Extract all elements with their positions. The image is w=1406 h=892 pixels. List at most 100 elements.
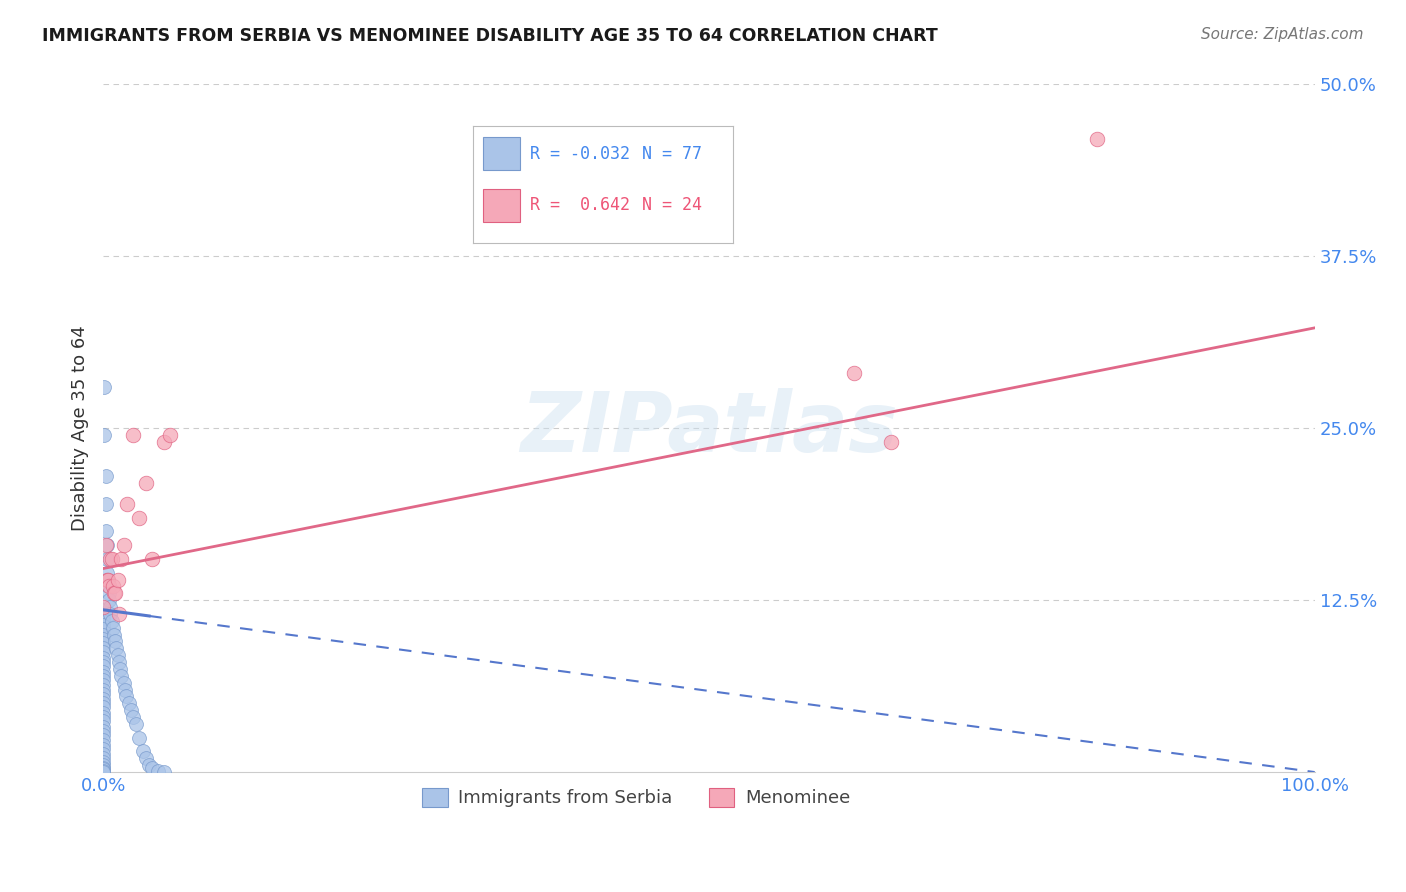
Point [91, 659, 114, 673]
Point [100, 614, 122, 628]
Point [91, 747, 114, 762]
Point [91, 678, 114, 692]
Point [94, 524, 117, 539]
Point [97, 579, 120, 593]
Point [96, 538, 118, 552]
Point [91, 714, 114, 729]
Point [91, 751, 114, 765]
Point [100, 600, 122, 615]
Point [91, 720, 114, 734]
Point [152, 765, 174, 780]
Point [132, 744, 155, 758]
Point [91, 710, 114, 724]
Point [110, 552, 132, 566]
Point [110, 669, 132, 683]
Point [91, 618, 114, 632]
Point [91, 696, 114, 710]
Point [107, 648, 129, 663]
Point [91, 758, 114, 772]
Point [138, 758, 160, 772]
Point [125, 717, 148, 731]
Point [91, 600, 114, 615]
Point [91, 651, 114, 665]
Point [91, 700, 114, 714]
Point [98, 593, 121, 607]
Point [108, 607, 131, 621]
Point [91, 762, 114, 776]
Point [112, 538, 135, 552]
Point [107, 573, 129, 587]
Point [108, 655, 131, 669]
Point [91, 607, 114, 621]
Point [96, 573, 118, 587]
Point [96, 566, 118, 580]
Point [91, 741, 114, 756]
Point [91, 765, 114, 780]
Point [93, 380, 115, 394]
Point [115, 690, 138, 704]
Point [91, 692, 114, 706]
Point [98, 586, 121, 600]
Point [104, 634, 127, 648]
Point [91, 738, 114, 752]
Point [91, 756, 114, 770]
Point [91, 603, 114, 617]
Point [100, 552, 122, 566]
Point [91, 622, 114, 636]
Point [93, 428, 115, 442]
Text: ZIPatlas: ZIPatlas [520, 388, 898, 469]
Point [159, 428, 181, 442]
Point [91, 682, 114, 697]
Point [108, 662, 131, 676]
Point [135, 476, 157, 491]
Point [97, 573, 120, 587]
Point [112, 675, 135, 690]
Point [1085, 132, 1108, 146]
Point [146, 764, 169, 778]
Point [117, 497, 139, 511]
Point [91, 632, 114, 646]
Point [152, 435, 174, 450]
Point [101, 621, 124, 635]
Point [141, 552, 163, 566]
Point [91, 645, 114, 659]
Point [91, 706, 114, 720]
Point [91, 673, 114, 687]
Point [122, 428, 145, 442]
Point [122, 710, 145, 724]
Point [91, 723, 114, 738]
Point [135, 751, 157, 765]
Point [100, 552, 122, 566]
Point [141, 761, 163, 775]
Point [91, 764, 114, 778]
Point [879, 435, 901, 450]
Legend: Immigrants from Serbia, Menominee: Immigrants from Serbia, Menominee [415, 780, 858, 814]
Point [114, 682, 136, 697]
Text: IMMIGRANTS FROM SERBIA VS MENOMINEE DISABILITY AGE 35 TO 64 CORRELATION CHART: IMMIGRANTS FROM SERBIA VS MENOMINEE DISA… [42, 27, 938, 45]
Point [91, 655, 114, 669]
Point [844, 366, 866, 380]
Point [91, 641, 114, 656]
Point [91, 636, 114, 650]
Point [128, 510, 150, 524]
Point [91, 687, 114, 701]
Y-axis label: Disability Age 35 to 64: Disability Age 35 to 64 [72, 326, 89, 531]
Point [97, 573, 120, 587]
Point [91, 627, 114, 641]
Point [104, 586, 127, 600]
Point [117, 696, 139, 710]
Point [91, 728, 114, 742]
Point [91, 669, 114, 683]
Point [120, 703, 142, 717]
Point [98, 579, 121, 593]
Point [128, 731, 150, 745]
Point [94, 497, 117, 511]
Text: Source: ZipAtlas.com: Source: ZipAtlas.com [1201, 27, 1364, 42]
Point [94, 538, 117, 552]
Point [91, 665, 114, 679]
Point [91, 611, 114, 625]
Point [100, 607, 122, 621]
Point [103, 627, 125, 641]
Point [91, 614, 114, 628]
Point [101, 579, 124, 593]
